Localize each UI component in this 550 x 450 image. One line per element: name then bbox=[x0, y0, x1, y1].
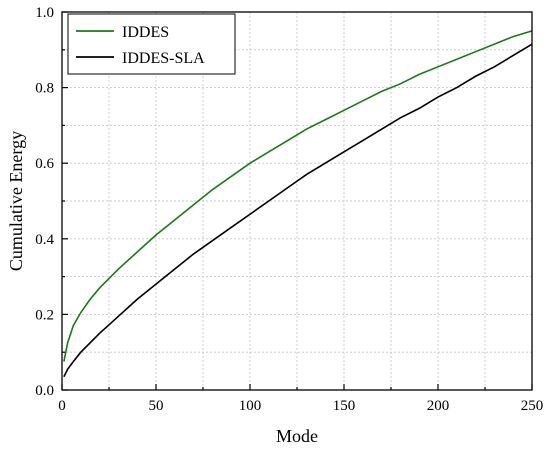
x-tick-label: 50 bbox=[149, 398, 164, 414]
y-tick-label: 0.8 bbox=[35, 81, 54, 97]
y-tick-label: 0.0 bbox=[35, 383, 54, 399]
legend-label-iddes-sla: IDDES-SLA bbox=[122, 50, 205, 67]
y-tick-label: 0.6 bbox=[35, 156, 54, 172]
y-tick-label: 0.2 bbox=[35, 307, 54, 323]
series-line-iddes bbox=[63, 30, 533, 362]
x-tick-label: 250 bbox=[521, 398, 544, 414]
x-tick-label: 150 bbox=[333, 398, 356, 414]
y-tick-label: 1.0 bbox=[35, 5, 54, 21]
legend-items: IDDES IDDES-SLA bbox=[76, 24, 205, 67]
legend: IDDES IDDES-SLA bbox=[67, 13, 236, 75]
x-tick-label: 100 bbox=[239, 398, 262, 414]
x-tick-label: 0 bbox=[58, 398, 66, 414]
y-axis-title: Cumulative Energy bbox=[6, 131, 26, 271]
x-tick-label: 200 bbox=[427, 398, 450, 414]
grid bbox=[62, 12, 532, 390]
x-axis-title: Mode bbox=[276, 426, 318, 446]
series-layer bbox=[63, 30, 533, 378]
legend-label-iddes: IDDES bbox=[122, 24, 169, 41]
tick-labels: 0 50 100 150 200 250 0.0 0.2 0.4 0.6 0.8 1.0 bbox=[35, 5, 543, 414]
y-tick-label: 0.4 bbox=[35, 232, 54, 248]
plot-frame bbox=[61, 11, 533, 391]
series-line-iddes-sla bbox=[63, 43, 533, 378]
legend-box bbox=[67, 13, 236, 75]
